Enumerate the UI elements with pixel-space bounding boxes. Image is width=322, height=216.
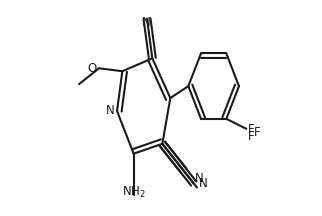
Text: F: F	[248, 123, 254, 136]
Text: N: N	[142, 16, 151, 29]
Text: N: N	[199, 178, 208, 191]
Text: O: O	[88, 62, 97, 75]
Text: F: F	[254, 126, 261, 139]
Text: NH$_2$: NH$_2$	[122, 185, 146, 200]
Text: F: F	[248, 130, 254, 143]
Text: N: N	[106, 105, 114, 118]
Text: N: N	[195, 173, 204, 186]
